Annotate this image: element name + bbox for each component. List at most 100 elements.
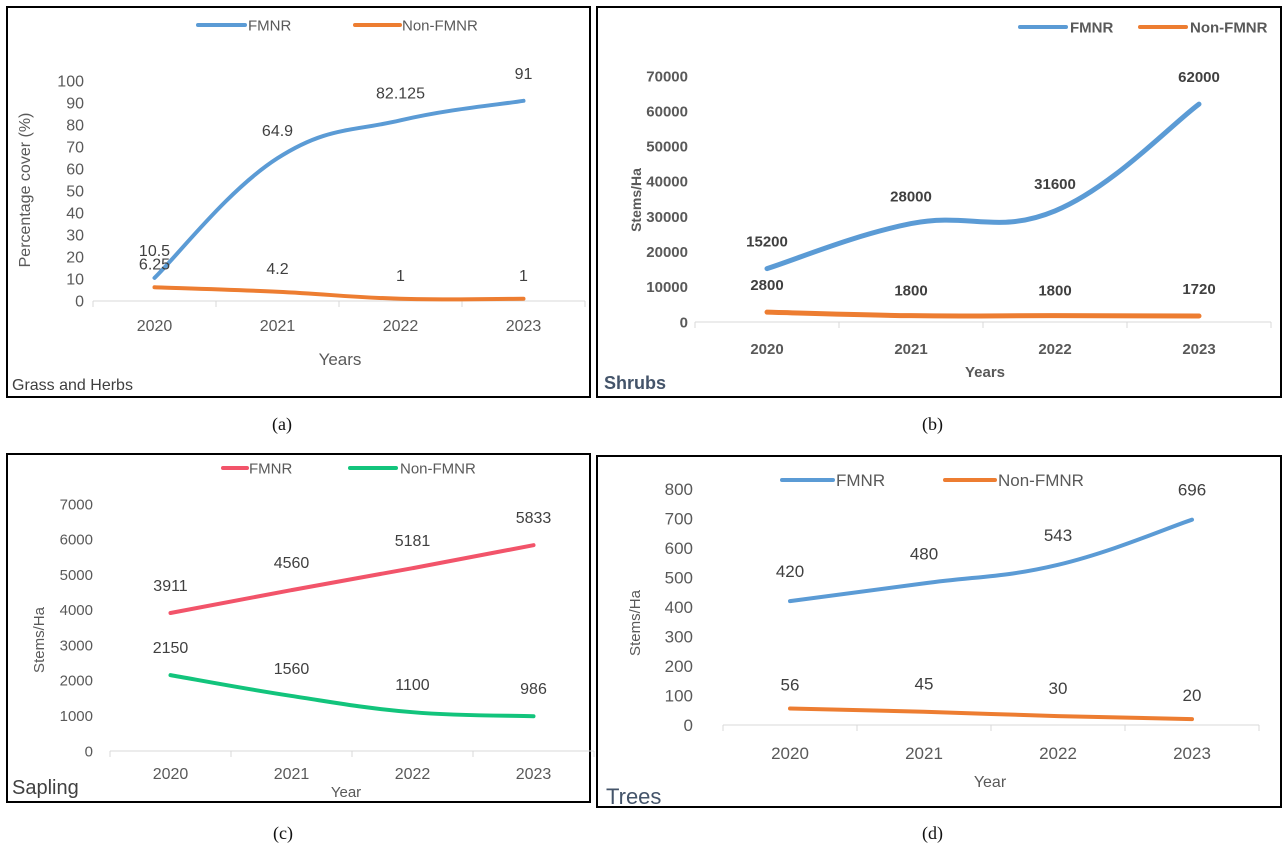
data-label: 20	[1183, 686, 1202, 705]
series-line-fmnr	[152, 98, 526, 280]
y-tick-label: 40	[66, 206, 84, 223]
x-tick-label: 2023	[516, 766, 552, 783]
legend-label-non-fmnr: Non-FMNR	[402, 17, 478, 34]
x-tick-label: 2020	[153, 766, 189, 783]
x-tick-label: 2022	[395, 766, 431, 783]
y-tick-label: 70000	[646, 68, 688, 85]
legend-label-non-fmnr: Non-FMNR	[998, 471, 1084, 490]
data-label: 6.25	[139, 256, 170, 273]
y-tick-label: 4000	[60, 602, 93, 619]
y-axis-title: Stems/Ha	[627, 589, 644, 656]
data-label: 45	[915, 675, 934, 694]
x-tick-label: 2020	[771, 744, 809, 763]
data-label: 4.2	[266, 261, 288, 278]
data-label: 1100	[395, 677, 430, 694]
y-tick-label: 0	[684, 716, 693, 735]
y-tick-label: 800	[665, 480, 693, 499]
y-tick-label: 200	[665, 657, 693, 676]
x-tick-label: 2020	[750, 341, 783, 358]
data-label: 1800	[894, 283, 927, 300]
y-tick-label: 60000	[646, 103, 688, 120]
data-label: 2800	[750, 277, 783, 294]
data-label: 15200	[746, 234, 788, 251]
y-tick-label: 1000	[60, 708, 93, 725]
data-label: 1	[396, 268, 405, 285]
y-tick-label: 100	[57, 74, 84, 91]
panel-title: Trees	[606, 784, 661, 809]
x-tick-label: 2020	[137, 318, 173, 335]
y-tick-label: 40000	[646, 174, 688, 191]
series-line-non-fmnr	[764, 309, 1202, 319]
x-tick-label: 2021	[274, 766, 310, 783]
y-tick-label: 50000	[646, 139, 688, 156]
caption-a: (a)	[272, 414, 292, 434]
data-label: 1720	[1182, 281, 1215, 298]
data-label: 62000	[1178, 69, 1220, 86]
panel-trees	[596, 455, 1282, 808]
panel-sapling	[6, 453, 591, 803]
y-tick-label: 400	[665, 598, 693, 617]
x-axis-title: Years	[965, 364, 1005, 381]
x-tick-label: 2022	[1038, 341, 1071, 358]
data-label: 64.9	[262, 123, 293, 140]
data-label: 4560	[274, 555, 310, 572]
legend-label-fmnr: FMNR	[1070, 19, 1113, 36]
data-label: 30	[1049, 679, 1068, 698]
y-tick-label: 2000	[60, 673, 93, 690]
y-tick-label: 10	[66, 272, 84, 289]
caption-b: (b)	[922, 414, 943, 434]
data-label: 28000	[890, 189, 932, 206]
panel-title: Grass and Herbs	[12, 377, 133, 394]
panel-grass-herbs	[6, 6, 591, 398]
legend-label-non-fmnr: Non-FMNR	[1190, 19, 1268, 36]
x-axis-title: Year	[331, 784, 361, 801]
y-tick-label: 20000	[646, 244, 688, 261]
y-tick-label: 70	[66, 140, 84, 157]
data-label: 696	[1178, 481, 1206, 500]
data-label: 91	[515, 66, 533, 83]
y-tick-label: 0	[85, 743, 93, 760]
y-tick-label: 60	[66, 162, 84, 179]
y-tick-label: 7000	[60, 496, 93, 513]
data-label: 2150	[153, 640, 189, 657]
legend-label-fmnr: FMNR	[249, 460, 292, 477]
legend-label-fmnr: FMNR	[836, 471, 885, 490]
x-tick-label: 2023	[1182, 341, 1215, 358]
data-label: 31600	[1034, 176, 1076, 193]
x-tick-label: 2023	[1173, 744, 1211, 763]
y-tick-label: 0	[680, 314, 688, 331]
data-label: 480	[910, 544, 938, 563]
x-tick-label: 2021	[905, 744, 943, 763]
x-tick-label: 2021	[894, 341, 927, 358]
data-label: 56	[781, 675, 800, 694]
y-tick-label: 500	[665, 568, 693, 587]
data-label: 3911	[153, 578, 188, 595]
y-axis-title: Stems/Ha	[31, 606, 48, 673]
data-label: 1	[519, 268, 528, 285]
data-label: 5181	[395, 533, 431, 550]
x-tick-label: 2022	[383, 318, 419, 335]
x-tick-label: 2021	[260, 318, 296, 335]
data-label: 543	[1044, 526, 1072, 545]
caption-c: (c)	[273, 823, 293, 843]
legend-label-fmnr: FMNR	[248, 17, 291, 34]
y-tick-label: 10000	[646, 279, 688, 296]
y-tick-label: 30000	[646, 209, 688, 226]
x-axis-title: Years	[319, 350, 362, 369]
y-tick-label: 600	[665, 539, 693, 558]
panel-shrubs	[596, 6, 1282, 398]
series-line-non-fmnr	[152, 285, 526, 302]
y-tick-label: 3000	[60, 637, 93, 654]
x-tick-label: 2023	[506, 318, 542, 335]
x-tick-label: 2022	[1039, 744, 1077, 763]
y-tick-label: 50	[66, 184, 84, 201]
series-line-fmnr	[168, 543, 536, 615]
y-tick-label: 300	[665, 627, 693, 646]
series-line-fmnr	[764, 101, 1202, 272]
panel-title: Sapling	[12, 777, 79, 799]
data-label: 10.5	[139, 243, 170, 260]
data-label: 1800	[1038, 283, 1071, 300]
y-tick-label: 30	[66, 228, 84, 245]
data-label: 986	[520, 681, 547, 698]
